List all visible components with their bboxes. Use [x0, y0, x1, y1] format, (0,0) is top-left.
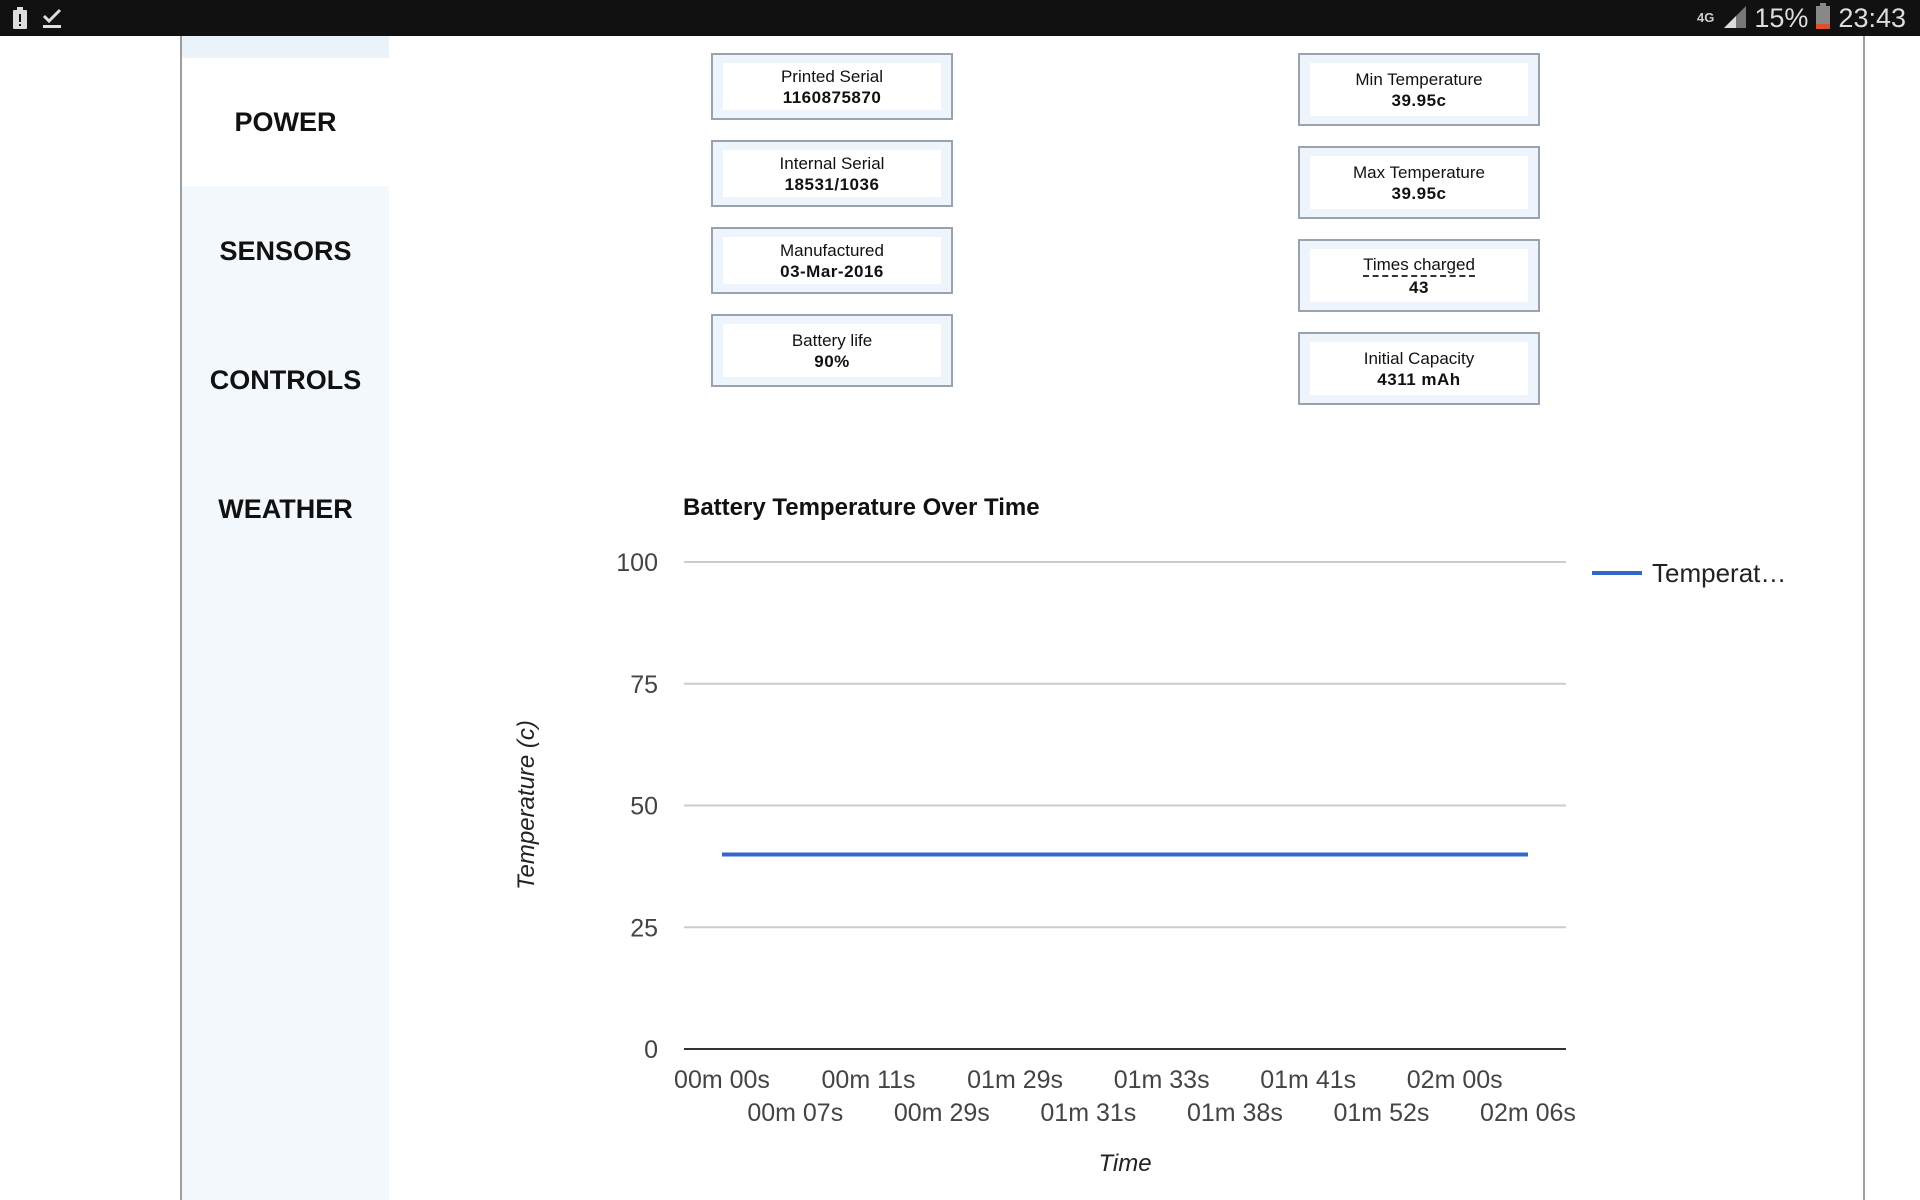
x-tick-label: 01m 38s [1187, 1099, 1283, 1127]
card-initial-capacity: Initial Capacity 4311 mAh [1298, 332, 1540, 405]
network-type: 4G [1697, 10, 1715, 25]
card-label: Max Temperature [1353, 162, 1485, 182]
card-manufactured: Manufactured 03-Mar-2016 [711, 227, 953, 294]
x-tick-label: 01m 52s [1334, 1099, 1430, 1127]
card-body: Internal Serial 18531/1036 [723, 150, 941, 197]
chart-y-ticks: 0 25 50 75 100 [616, 549, 658, 1064]
status-bar: 4G 15% 23:43 [0, 0, 1920, 36]
x-axis-label: Time [1098, 1150, 1151, 1177]
chart-title: Battery Temperature Over Time [683, 494, 1040, 521]
card-label: Initial Capacity [1363, 348, 1475, 368]
y-tick-label: 0 [644, 1036, 658, 1064]
x-tick-label: 00m 07s [747, 1099, 843, 1127]
card-label[interactable]: Times charged [1363, 254, 1475, 277]
card-body: Times charged 43 [1310, 249, 1528, 302]
card-times-charged: Times charged 43 [1298, 239, 1540, 312]
card-internal-serial: Internal Serial 18531/1036 [711, 140, 953, 207]
card-value: 90% [814, 351, 850, 371]
x-tick-label: 02m 06s [1480, 1099, 1576, 1127]
x-tick-label: 00m 00s [674, 1066, 770, 1094]
frame-right-border [1863, 36, 1865, 1200]
card-label: Min Temperature [1355, 69, 1483, 89]
legend-label: Temperat… [1652, 558, 1786, 588]
sidebar-item-sensors[interactable]: SENSORS [219, 235, 352, 266]
x-tick-label: 00m 29s [894, 1099, 990, 1127]
y-axis-label: Temperature (c) [513, 720, 540, 890]
chart-legend[interactable]: Temperat… [1592, 558, 1786, 588]
card-value: 39.95c [1391, 183, 1447, 203]
status-left-icons [12, 7, 62, 34]
sidebar: POWER SENSORS CONTROLS WEATHER [182, 36, 389, 1200]
check-icon [42, 7, 62, 34]
y-tick-label: 100 [616, 549, 658, 577]
card-value: 18531/1036 [784, 174, 880, 194]
card-body: Printed Serial 1160875870 [723, 63, 941, 110]
card-value: 4311 mAh [1377, 369, 1461, 389]
card-body: Initial Capacity 4311 mAh [1310, 342, 1528, 395]
battery-percent: 15% [1754, 3, 1809, 33]
card-value: 1160875870 [782, 87, 882, 107]
y-tick-label: 50 [630, 793, 658, 821]
card-value: 43 [1409, 277, 1429, 297]
battery-icon [1816, 2, 1831, 34]
card-label: Battery life [791, 330, 873, 350]
chart-grid [684, 561, 1566, 1050]
card-body: Battery life 90% [723, 324, 941, 377]
y-tick-label: 75 [630, 671, 658, 699]
card-printed-serial: Printed Serial 1160875870 [711, 53, 953, 120]
card-label: Manufactured [780, 240, 884, 260]
sidebar-top-strip [182, 36, 389, 58]
battery-alert-icon [12, 7, 28, 34]
x-tick-label: 01m 31s [1040, 1099, 1136, 1127]
x-tick-label: 00m 11s [822, 1066, 916, 1094]
sidebar-item-weather[interactable]: WEATHER [218, 493, 353, 524]
clock-time: 23:43 [1838, 3, 1906, 33]
card-battery-life: Battery life 90% [711, 314, 953, 387]
x-tick-label: 01m 41s [1260, 1066, 1356, 1094]
card-body: Max Temperature 39.95c [1310, 156, 1528, 209]
sidebar-item-power[interactable]: POWER [182, 58, 389, 186]
card-label: Printed Serial [780, 66, 884, 86]
card-body: Min Temperature 39.95c [1310, 63, 1528, 116]
x-tick-label: 01m 29s [967, 1066, 1063, 1094]
card-value: 03-Mar-2016 [780, 261, 884, 281]
signal-icon [1722, 4, 1747, 33]
y-tick-label: 25 [630, 914, 658, 942]
card-body: Manufactured 03-Mar-2016 [723, 237, 941, 284]
x-tick-label: 01m 33s [1114, 1066, 1210, 1094]
sidebar-item-controls[interactable]: CONTROLS [209, 364, 362, 395]
x-tick-label: 02m 00s [1407, 1066, 1503, 1094]
frame-left-border [180, 36, 182, 1200]
status-right-icons: 4G 15% 23:43 [1697, 2, 1906, 34]
card-label: Internal Serial [779, 153, 885, 173]
card-value: 39.95c [1391, 90, 1447, 110]
card-min-temperature: Min Temperature 39.95c [1298, 53, 1540, 126]
card-max-temperature: Max Temperature 39.95c [1298, 146, 1540, 219]
chart-x-ticks: 00m 00s 00m 07s 00m 11s 00m 29s 01m 29s 01m 3… [674, 1066, 1576, 1127]
